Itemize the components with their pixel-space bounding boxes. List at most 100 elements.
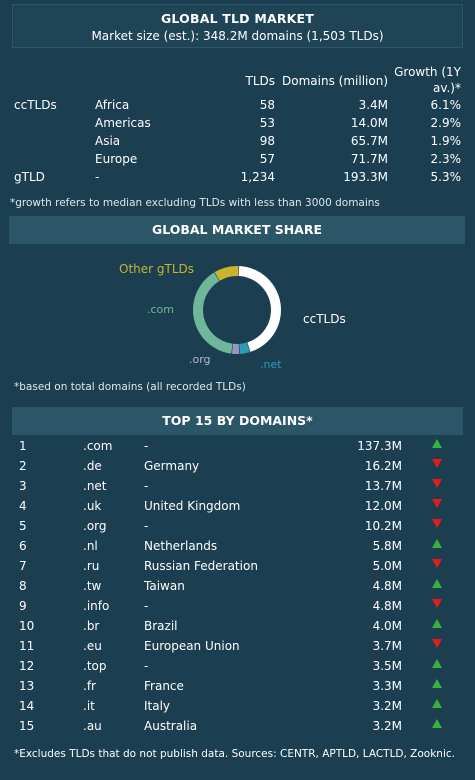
domains-cell: 3.2M xyxy=(372,719,402,733)
trend-up-icon xyxy=(432,619,443,629)
tld-cell: .eu xyxy=(83,639,102,653)
rank-cell: 11 xyxy=(19,639,35,653)
growth-cell: 5.3% xyxy=(430,170,462,184)
tlds-cell: 98 xyxy=(259,134,275,148)
country-cell: - xyxy=(144,659,149,673)
domains-cell: 137.3M xyxy=(357,439,402,453)
share-note: *based on total domains (all recorded TL… xyxy=(14,381,246,393)
rank-cell: 5 xyxy=(19,519,27,533)
rank-cell: 2 xyxy=(19,459,27,473)
trend-up-icon xyxy=(432,579,443,589)
donut-slice-com xyxy=(193,272,233,354)
country-cell: - xyxy=(144,479,149,493)
table-header: TLDs Domains (million) Growth (1Y av.)* xyxy=(0,62,475,98)
rank-cell: 10 xyxy=(19,619,35,633)
trend-down-icon xyxy=(432,639,443,649)
triangle-down-icon xyxy=(432,499,442,508)
domains-cell: 3.3M xyxy=(372,679,402,693)
rank-cell: 13 xyxy=(19,679,35,693)
list-item: 10 .br Brazil 4.0M xyxy=(0,617,475,637)
country-cell: Germany xyxy=(144,459,200,473)
top15-title: TOP 15 BY DOMAINS* xyxy=(12,407,463,435)
tld-cell: .info xyxy=(83,599,110,613)
group-cell: gTLD xyxy=(14,170,45,184)
growth-cell: 2.3% xyxy=(430,152,462,166)
triangle-up-icon xyxy=(432,659,442,668)
tld-cell: .it xyxy=(83,699,95,713)
rank-cell: 3 xyxy=(19,479,27,493)
domains-cell: 71.7M xyxy=(350,152,388,166)
list-item: 6 .nl Netherlands 5.8M xyxy=(0,537,475,557)
domains-cell: 12.0M xyxy=(364,499,402,513)
rank-cell: 14 xyxy=(19,699,35,713)
label-org: .org xyxy=(189,353,211,366)
triangle-up-icon xyxy=(432,539,442,548)
tld-cell: .ru xyxy=(83,559,100,573)
trend-down-icon xyxy=(432,499,443,509)
trend-down-icon xyxy=(432,559,443,569)
tlds-cell: 53 xyxy=(259,116,275,130)
column-header-growth: Growth (1Y av.)* xyxy=(394,65,461,95)
triangle-down-icon xyxy=(432,519,442,528)
label-net: .net xyxy=(260,358,282,371)
triangle-down-icon xyxy=(432,479,442,488)
domains-cell: 5.0M xyxy=(372,559,402,573)
domains-cell: 3.5M xyxy=(372,659,402,673)
sources-footer: *Excludes TLDs that do not publish data.… xyxy=(14,748,455,760)
domains-cell: 4.8M xyxy=(372,599,402,613)
group-cell: ccTLDs xyxy=(14,98,57,112)
trend-down-icon xyxy=(432,459,443,469)
country-cell: European Union xyxy=(144,639,240,653)
country-cell: Italy xyxy=(144,699,171,713)
table-row: Americas 53 14.0M 2.9% xyxy=(0,116,475,134)
list-item: 13 .fr France 3.3M xyxy=(0,677,475,697)
page-title: GLOBAL TLD MARKET xyxy=(160,11,315,26)
list-item: 8 .tw Taiwan 4.8M xyxy=(0,577,475,597)
market-size-subtitle: Market size (est.): 348.2M domains (1,50… xyxy=(91,29,384,43)
table-row: ccTLDs Africa 58 3.4M 6.1% xyxy=(0,98,475,116)
tlds-cell: 1,234 xyxy=(240,170,275,184)
tlds-cell: 58 xyxy=(259,98,275,112)
rank-cell: 8 xyxy=(19,579,27,593)
country-cell: - xyxy=(144,519,149,533)
country-cell: Russian Federation xyxy=(144,559,258,573)
rank-cell: 9 xyxy=(19,599,27,613)
trend-up-icon xyxy=(432,439,443,449)
tld-cell: .org xyxy=(83,519,107,533)
table-row: Asia 98 65.7M 1.9% xyxy=(0,134,475,152)
rank-cell: 6 xyxy=(19,539,27,553)
triangle-up-icon xyxy=(432,579,442,588)
column-header-tlds: TLDs xyxy=(245,74,275,88)
growth-cell: 6.1% xyxy=(430,98,462,112)
rank-cell: 15 xyxy=(19,719,35,733)
rank-cell: 1 xyxy=(19,439,27,453)
triangle-up-icon xyxy=(432,439,442,448)
trend-up-icon xyxy=(432,539,443,549)
list-item: 4 .uk United Kingdom 12.0M xyxy=(0,497,475,517)
domains-cell: 4.8M xyxy=(372,579,402,593)
domains-cell: 5.8M xyxy=(372,539,402,553)
label-other-gtlds: Other gTLDs xyxy=(119,262,195,276)
triangle-up-icon xyxy=(432,699,442,708)
tlds-cell: 57 xyxy=(259,152,275,166)
donut-slice-cctlds xyxy=(238,266,282,352)
tld-summary-table: TLDs Domains (million) Growth (1Y av.)* … xyxy=(0,62,475,188)
rank-cell: 7 xyxy=(19,559,27,573)
country-cell: - xyxy=(144,439,149,453)
list-item: 7 .ru Russian Federation 5.0M xyxy=(0,557,475,577)
triangle-up-icon xyxy=(432,619,442,628)
domains-cell: 193.3M xyxy=(343,170,388,184)
domains-cell: 3.7M xyxy=(372,639,402,653)
country-cell: - xyxy=(144,599,149,613)
tld-cell: .de xyxy=(83,459,102,473)
trend-up-icon xyxy=(432,699,443,709)
list-item: 2 .de Germany 16.2M xyxy=(0,457,475,477)
tld-cell: .net xyxy=(83,479,107,493)
tld-cell: .nl xyxy=(83,539,98,553)
triangle-up-icon xyxy=(432,719,442,728)
list-item: 5 .org - 10.2M xyxy=(0,517,475,537)
donut-chart xyxy=(193,266,282,354)
growth-cell: 2.9% xyxy=(430,116,462,130)
country-cell: United Kingdom xyxy=(144,499,241,513)
region-cell: - xyxy=(95,170,100,184)
